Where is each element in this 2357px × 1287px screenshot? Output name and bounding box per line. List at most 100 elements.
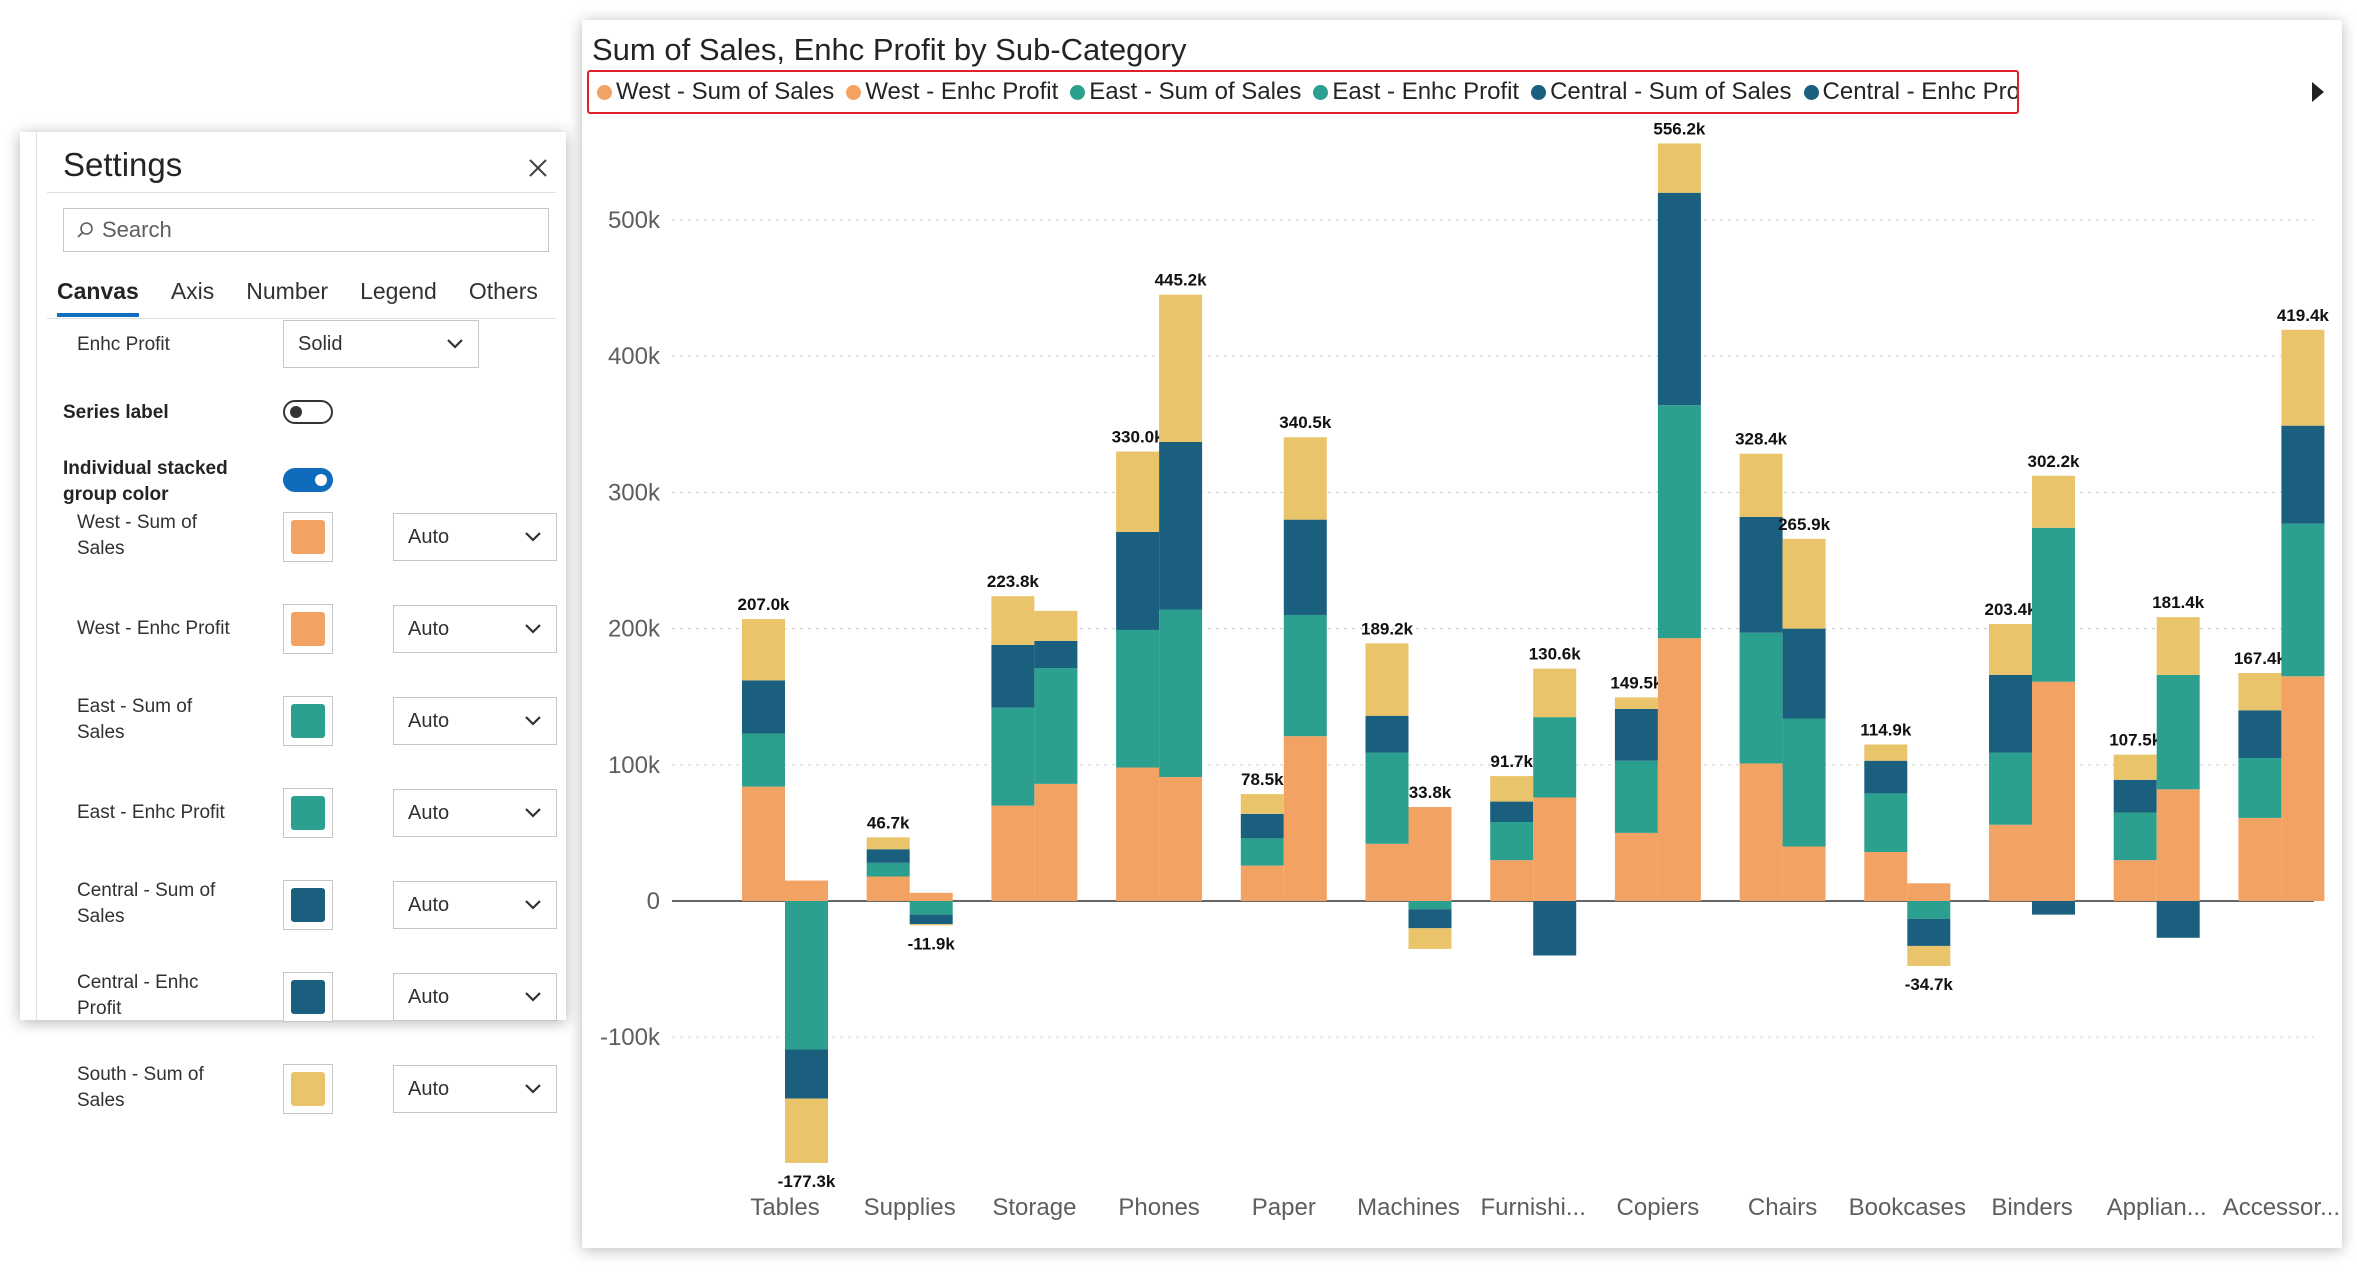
bar-segment-profit-west [1034,783,1078,901]
series-color-mode-dropdown[interactable]: Auto [393,605,557,653]
bar-segment-sales-east [742,733,785,787]
bar-segment-profit-west [1907,883,1951,901]
series-color-label: East - Sum of Sales [77,694,192,746]
tab-canvas[interactable]: Canvas [57,278,139,317]
legend-item[interactable]: East - Sum of Sales [1070,78,1301,106]
individual-color-toggle[interactable] [283,468,333,492]
bar-segment-profit-east [785,901,828,1050]
data-label: 46.7k [867,813,910,832]
bar-segment-profit-central [1907,918,1951,946]
legend-item[interactable]: West - Sum of Sales [597,78,834,106]
enhc-profit-style-dropdown[interactable]: Solid [283,320,479,368]
series-label-toggle[interactable] [283,400,333,424]
bar-segment-sales-east [2238,757,2282,818]
y-tick-label: 300k [608,479,661,506]
data-label: -34.7k [1905,975,1954,994]
series-color-label-line2: Sales [77,538,125,559]
series-color-swatch-button[interactable] [283,512,333,562]
tab-number[interactable]: Number [246,278,329,304]
bar-segment-sales-south [1739,453,1783,517]
bar-segment-sales-east [991,707,1035,806]
data-label: 340.5k [1279,413,1332,432]
series-color-swatch-button[interactable] [283,604,333,654]
enhc-profit-style-value: Solid [298,332,343,355]
bar-segment-sales-west [866,876,910,901]
series-color-label-line2: Profit [77,998,122,1019]
legend-item[interactable]: West - Enhc Profit [846,78,1058,106]
color-swatch [291,520,325,554]
chevron-down-icon [525,992,541,1002]
individual-color-label-line2: group color [63,484,169,505]
series-color-swatch-button[interactable] [283,972,333,1022]
series-color-swatch-button[interactable] [283,788,333,838]
series-color-swatch-button[interactable] [283,696,333,746]
tab-legend[interactable]: Legend [360,278,437,304]
series-color-mode-value: Auto [408,525,450,548]
series-color-mode-dropdown[interactable]: Auto [393,789,557,837]
bar-segment-sales-west [1490,860,1534,901]
y-tick-label: 0 [647,888,660,915]
bar-segment-sales-east [1739,632,1783,764]
bar-segment-sales-west [742,786,785,901]
legend-label: West - Sum of Sales [616,78,835,105]
series-color-swatch-button[interactable] [283,1064,333,1114]
bar-segment-profit-south [1283,437,1327,520]
data-label: 130.6k [1529,645,1582,664]
x-tick-label: Storage [992,1194,1076,1221]
legend-item[interactable]: East - Enhc Profit [1313,78,1519,106]
series-color-mode-dropdown[interactable]: Auto [393,881,557,929]
search-input[interactable] [100,216,524,244]
data-label: 203.4k [1985,600,2038,619]
series-color-mode-dropdown[interactable]: Auto [393,973,557,1021]
close-icon[interactable] [524,154,552,182]
bar-segment-sales-west [2113,860,2157,901]
bar-segment-profit-east [1283,614,1327,737]
bar-segment-profit-west [2281,676,2325,901]
tab-axis[interactable]: Axis [170,278,215,304]
data-label: 181.4k [2152,593,2205,612]
legend-dot-icon [846,84,862,100]
bar-segment-profit-south [1034,610,1078,641]
chart-legend[interactable]: West - Sum of Sales West - Enhc Profit Eas… [587,70,2019,114]
series-color-mode-dropdown[interactable]: Auto [393,513,557,561]
series-color-label-line1: East - Sum of [77,696,193,717]
legend-next-arrow-icon[interactable] [2312,82,2324,102]
tab-others[interactable]: Others [468,278,538,304]
bar-segment-sales-south [742,619,785,681]
legend-item[interactable]: Central - Sum of Sales [1531,78,1792,106]
color-swatch [291,796,325,830]
series-color-mode-value: Auto [408,1077,450,1100]
data-label: 302.2k [2028,452,2081,471]
enhc-profit-label: Enhc Profit [77,334,170,355]
bar-segment-sales-south [2113,754,2157,780]
series-color-swatch-button[interactable] [283,880,333,930]
bar-segment-sales-east [866,862,910,877]
bar-segment-sales-south [2238,673,2282,711]
x-tick-label: Accessor... [2223,1194,2340,1221]
bar-segment-sales-east [1989,752,2032,825]
search-box[interactable] [63,208,549,252]
bar-segment-profit-east [1782,718,1826,847]
settings-panel: Settings Canvas Axis Number Legend Others En… [20,132,566,1114]
bar-segment-profit-east [1159,609,1203,778]
bar-segment-profit-central [1657,192,1701,406]
legend-item[interactable]: Central - Enhc Profit [1803,78,2017,106]
series-color-mode-dropdown[interactable]: Auto [393,697,557,745]
bar-segment-profit-west [785,880,828,901]
chart-title: Sum of Sales, Enhc Profit by Sub-Categor… [592,32,1187,67]
bar-segment-sales-west [1116,767,1160,901]
y-tick-label: -100k [600,1024,661,1051]
bar-segment-profit-central [1034,640,1078,669]
legend-label: East - Enhc Profit [1332,78,1520,105]
bar-segment-profit-central [1408,909,1452,929]
x-tick-label: Applian... [2107,1194,2207,1221]
series-color-label: South - Sum of Sales [77,1062,204,1114]
data-label: 78.5k [1241,770,1284,789]
series-color-mode-dropdown[interactable]: Auto [393,1065,557,1113]
series-color-label-line1: East - Enhc Profit [77,802,225,823]
bar-segment-profit-east [1034,668,1078,784]
data-label: 167.4k [2234,649,2287,668]
data-label: 330.0k [1112,428,1165,447]
data-label: 107.5k [2109,731,2162,750]
bar-segment-profit-central [1159,442,1203,610]
